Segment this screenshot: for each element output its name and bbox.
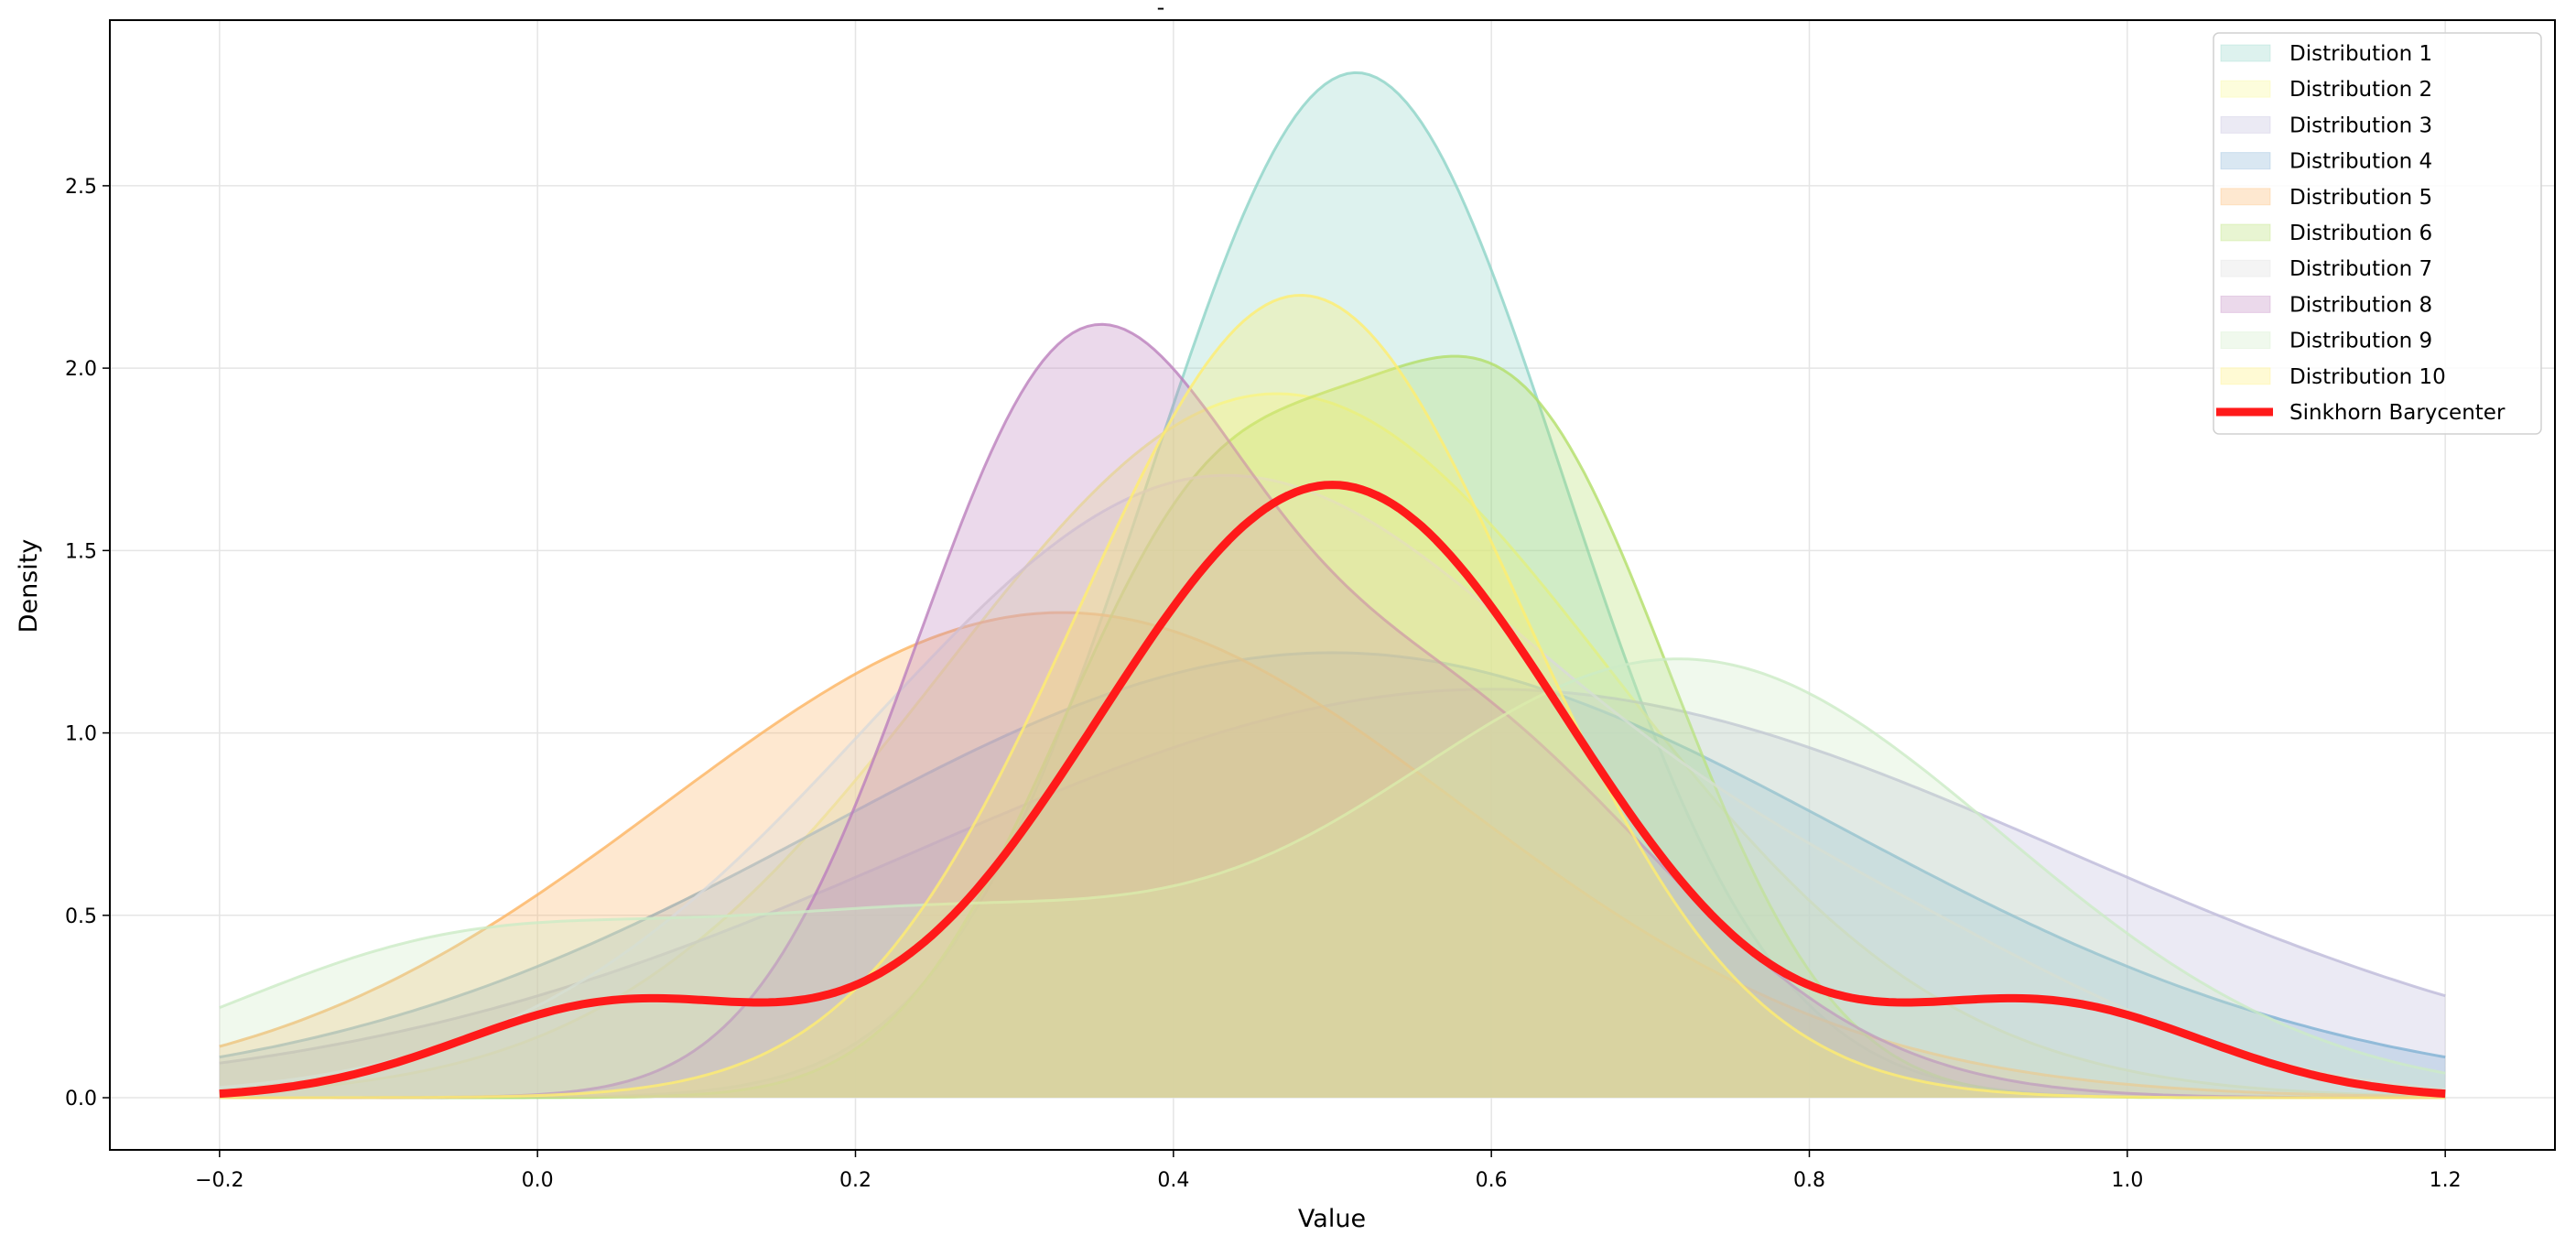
x-axis-ticks: −0.2 0.0 0.2 0.4 0.6 0.8 1.0 1.2 <box>195 1150 2462 1192</box>
y-tick-label: 2.5 <box>65 176 97 199</box>
y-axis-ticks: 0.0 0.5 1.0 1.5 2.0 2.5 <box>65 176 110 1111</box>
x-tick-label: 1.2 <box>2430 1169 2462 1192</box>
distribution-7-area <box>219 475 2446 1099</box>
legend-label: Distribution 5 <box>2289 186 2432 210</box>
legend-swatch <box>2220 188 2271 206</box>
x-tick-label: −0.2 <box>195 1169 244 1192</box>
x-tick-label: 0.0 <box>522 1169 554 1192</box>
distribution-8-line <box>219 322 2446 1100</box>
legend-frame <box>2213 32 2542 435</box>
distribution-10-line <box>219 293 2446 1100</box>
legend-label: Distribution 8 <box>2289 293 2432 317</box>
x-tick-label: 1.0 <box>2111 1169 2143 1192</box>
distribution-3-line <box>219 688 2446 1065</box>
grid <box>110 20 2555 1150</box>
distribution-9-area <box>219 658 2446 1099</box>
distribution-4-area <box>219 652 2446 1099</box>
y-tick-label: 2.0 <box>65 358 97 381</box>
x-tick-label: 0.4 <box>1157 1169 1189 1192</box>
legend-swatch <box>2220 152 2271 170</box>
chart-title: - <box>1157 0 1165 20</box>
distribution-2-line <box>219 392 2446 1098</box>
legend: Distribution 1 Distribution 2 Distribution… <box>2213 32 2542 435</box>
y-tick-label: 1.0 <box>65 723 97 746</box>
legend-label: Distribution 2 <box>2289 78 2432 102</box>
legend-swatch <box>2220 367 2271 385</box>
distribution-5-line <box>219 611 2446 1099</box>
legend-label: Distribution 4 <box>2289 150 2432 174</box>
distribution-8-area <box>219 324 2446 1099</box>
barycenter-layer <box>219 481 2446 1099</box>
legend-swatch <box>2220 259 2271 277</box>
barycenter-line <box>219 481 2446 1099</box>
y-axis-label: Density <box>15 539 43 634</box>
y-tick-label: 1.5 <box>65 540 97 563</box>
legend-label: Distribution 1 <box>2289 42 2432 66</box>
distribution-3-area <box>219 688 2446 1099</box>
legend-swatch <box>2220 44 2271 62</box>
distribution-2-area <box>219 394 2446 1099</box>
legend-label: Distribution 9 <box>2289 330 2432 353</box>
legend-label: Sinkhorn Barycenter <box>2289 401 2506 425</box>
legend-label: Distribution 7 <box>2289 257 2432 281</box>
distribution-4-line <box>219 651 2446 1059</box>
distribution-1-area <box>219 72 2446 1099</box>
legend-swatch <box>2220 331 2271 350</box>
distribution-9-line <box>219 657 2446 1075</box>
x-tick-label: 0.2 <box>839 1169 871 1192</box>
plot-frame <box>109 19 2556 1151</box>
distribution-areas <box>219 70 2446 1100</box>
distribution-6-area <box>219 356 2446 1099</box>
distribution-5-area <box>219 612 2446 1099</box>
legend-swatch <box>2220 80 2271 98</box>
legend-label: Distribution 10 <box>2289 365 2446 389</box>
distribution-7-line <box>219 473 2446 1091</box>
legend-swatch <box>2220 115 2271 134</box>
distribution-10-area <box>219 295 2446 1099</box>
x-tick-label: 0.6 <box>1476 1169 1508 1192</box>
x-tick-label: 0.8 <box>1793 1169 1825 1192</box>
y-tick-label: 0.5 <box>65 905 97 928</box>
legend-swatch <box>2220 295 2271 313</box>
legend-label: Distribution 6 <box>2289 222 2432 245</box>
legend-label: Distribution 3 <box>2289 114 2432 137</box>
x-axis-label: Value <box>1298 1205 1366 1233</box>
y-tick-label: 0.0 <box>65 1088 97 1111</box>
legend-swatch <box>2220 223 2271 242</box>
